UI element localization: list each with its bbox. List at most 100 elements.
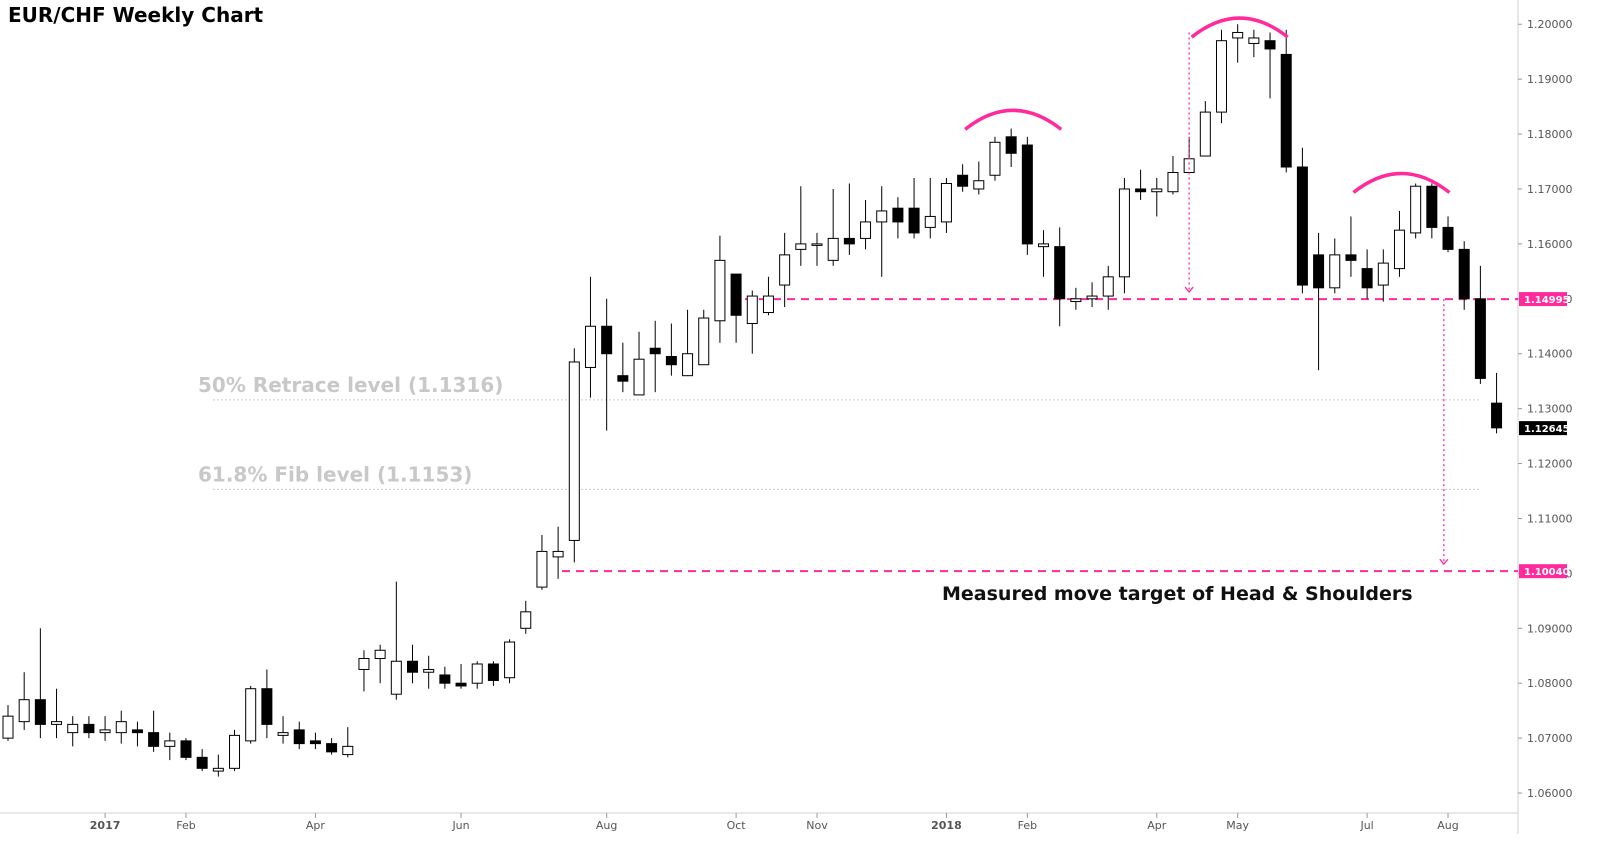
candle-body <box>682 353 694 377</box>
candle-body <box>51 721 63 725</box>
candle-body <box>358 658 370 670</box>
candle-body <box>1054 246 1066 300</box>
candle-body <box>212 767 224 772</box>
target-price-tag-bg <box>1519 564 1567 579</box>
level-label: 50% Retrace level (1.1316) <box>198 373 503 397</box>
x-tick-label: Apr <box>1147 819 1167 832</box>
x-tick-label: Feb <box>1018 819 1037 832</box>
candle-body <box>746 295 758 325</box>
x-tick-label: Aug <box>596 819 617 832</box>
candle-body <box>99 729 111 734</box>
candle-body <box>876 210 888 223</box>
candle-body <box>779 254 791 286</box>
y-tick-label: 1.20000 <box>1527 18 1573 31</box>
candle-body <box>1151 188 1163 193</box>
candle-body <box>649 347 661 355</box>
candle-body <box>860 221 872 239</box>
arrow-head <box>1439 558 1449 566</box>
candle-body <box>374 649 386 659</box>
candle-body <box>762 295 774 314</box>
candle-body <box>1377 262 1389 286</box>
y-tick-label: 1.09000 <box>1527 622 1573 635</box>
y-tick-label: 1.16000 <box>1527 238 1573 251</box>
candle-body <box>617 375 629 382</box>
candle-body <box>390 660 402 695</box>
y-tick-label: 1.19000 <box>1527 73 1573 86</box>
y-tick-label: 1.06000 <box>1527 787 1573 800</box>
x-tick-label: Oct <box>727 819 747 832</box>
candle-body <box>245 688 257 742</box>
candle-body <box>342 745 354 756</box>
candle-body <box>1248 37 1260 44</box>
candle-body <box>471 663 483 684</box>
candle-body <box>131 729 143 734</box>
candle-body <box>957 174 969 187</box>
x-tick-label: 2018 <box>931 819 962 832</box>
x-tick-label: Jun <box>451 819 469 832</box>
x-tick-label: May <box>1226 819 1249 832</box>
candle-body <box>989 141 1001 176</box>
target-price-tag: 1.10040 <box>1524 567 1570 578</box>
candle-body <box>504 641 516 679</box>
candle-body <box>1038 243 1050 248</box>
candle-body <box>1410 185 1422 234</box>
candle-body <box>1199 111 1211 157</box>
x-tick-label: Apr <box>306 819 326 832</box>
candle-body <box>892 207 904 223</box>
candle-body <box>1021 144 1033 245</box>
candle-body <box>1442 226 1454 250</box>
candle-body <box>795 243 807 250</box>
candle-body <box>261 688 273 725</box>
candle-body <box>1491 402 1503 429</box>
candle-body <box>83 723 95 734</box>
y-tick-label: 1.14000 <box>1527 348 1573 361</box>
candle-body <box>1167 172 1179 193</box>
candle-body <box>196 756 208 769</box>
y-tick-label: 1.07000 <box>1527 732 1573 745</box>
candle-body <box>229 734 241 769</box>
candle-body <box>1232 31 1244 39</box>
candle-body <box>34 699 46 725</box>
last-price-tag: 1.12645 <box>1524 424 1570 435</box>
x-tick-label: 2017 <box>90 819 121 832</box>
candle-body <box>924 215 936 228</box>
neckline-price-tag: 1.14995 <box>1524 295 1570 306</box>
candle-body <box>423 668 435 673</box>
candle-body <box>1135 188 1147 193</box>
candle-body <box>1458 248 1470 300</box>
candle-body <box>67 723 79 734</box>
candle-body <box>1345 254 1357 261</box>
level-label: 61.8% Fib level (1.1153) <box>198 462 472 486</box>
candle-body <box>1280 53 1292 168</box>
candle-body <box>2 715 14 739</box>
y-tick-label: 1.12000 <box>1527 458 1573 471</box>
x-tick-label: Nov <box>806 819 828 832</box>
candle-body <box>536 550 548 588</box>
candle-body <box>714 259 726 322</box>
candle-body <box>1474 298 1486 379</box>
candle-body <box>973 180 985 190</box>
candle-body <box>908 207 920 234</box>
candle-body <box>665 355 677 366</box>
candle-body <box>552 550 564 558</box>
y-tick-label: 1.17000 <box>1527 183 1573 196</box>
candle-body <box>455 682 467 687</box>
y-tick-label: 1.11000 <box>1527 512 1573 525</box>
candle-body <box>277 732 289 736</box>
y-tick-label: 1.18000 <box>1527 128 1573 141</box>
candle-body <box>843 237 855 245</box>
x-tick-label: Jul <box>1359 819 1373 832</box>
candle-body <box>584 325 596 368</box>
x-tick-label: Aug <box>1437 819 1458 832</box>
candle-body <box>326 743 338 753</box>
candle-body <box>1216 40 1227 113</box>
candle-body <box>1102 276 1114 297</box>
candle-body <box>827 237 839 261</box>
candle-body <box>1329 254 1341 289</box>
candle-body <box>18 699 30 723</box>
candle-body <box>1426 185 1438 228</box>
candle-body <box>730 273 742 316</box>
candle-body <box>1296 166 1308 286</box>
candle-body <box>633 358 645 396</box>
